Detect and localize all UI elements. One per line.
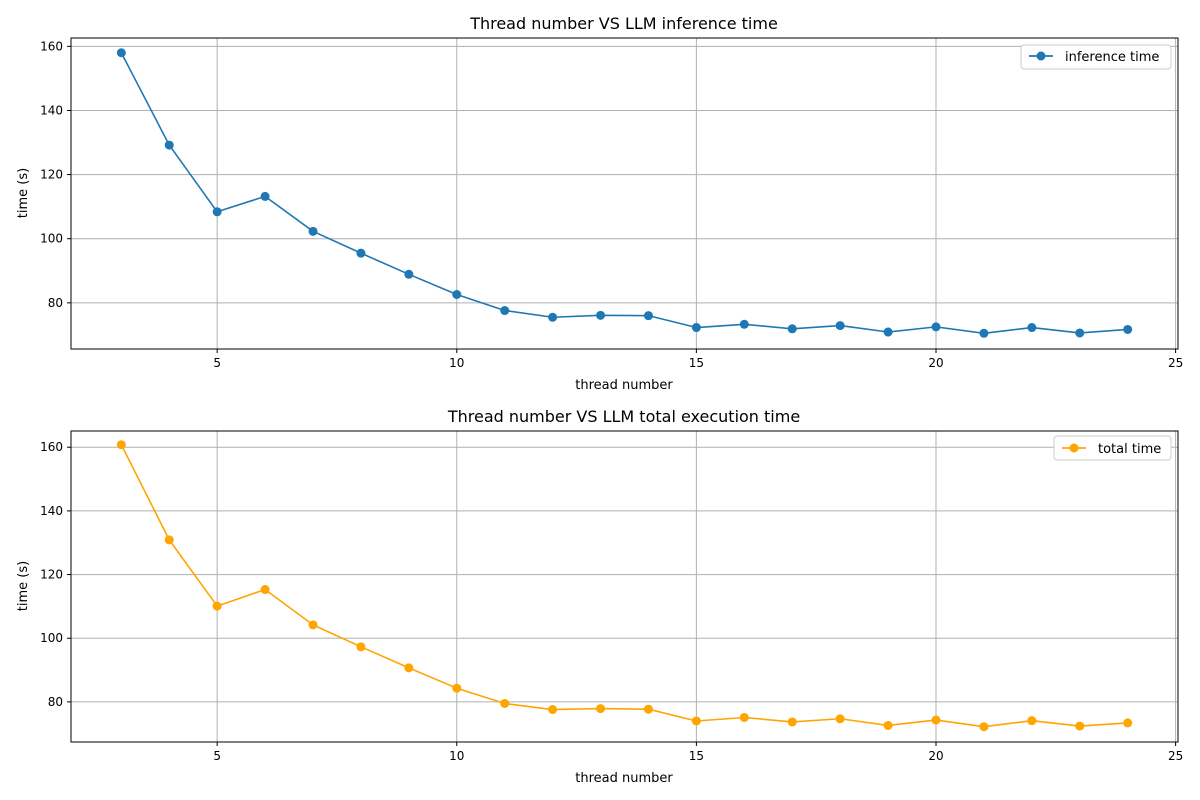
y-axis-label: time (s) [16,168,31,218]
y-tick-label: 100 [40,232,63,246]
data-point [404,269,414,279]
data-point [500,698,510,708]
data-point [883,327,893,337]
grid [71,431,1178,742]
data-point [308,226,318,236]
data-point [691,323,701,333]
data-point [883,720,893,730]
data-point [116,48,126,58]
data-point [643,311,653,321]
y-tick-label: 160 [40,39,63,53]
data-point [260,585,270,595]
data-point [931,322,941,332]
data-point [979,722,989,732]
legend-label: inference time [1065,50,1159,65]
data-point [787,717,797,727]
legend: total time [1053,435,1172,461]
legend-box [1020,44,1172,70]
series-line [120,52,1128,335]
data-point [787,324,797,334]
ticks: 5 10 15 20 25 80 100 120 140 160 [40,440,1183,763]
chart-inference-time: Thread number VS LLM inference time thre… [16,14,1183,393]
x-tick-label: 10 [449,356,464,370]
x-tick-label: 10 [449,749,464,763]
y-axis-label: time (s) [16,561,31,611]
data-point [739,319,749,329]
data-point [356,642,366,652]
data-point [548,705,558,715]
chart-title: Thread number VS LLM total execution tim… [447,407,800,426]
legend-label: total time [1098,442,1161,457]
y-tick-label: 140 [40,103,63,117]
data-point [500,306,510,316]
x-tick-label: 15 [689,749,704,763]
data-point [1075,721,1085,731]
data-point [835,321,845,331]
data-point [260,191,270,201]
data-point [596,704,606,714]
data-point [164,535,174,545]
data-point [1027,716,1037,726]
y-tick-label: 100 [40,631,63,645]
x-tick-label: 20 [928,749,943,763]
data-point [404,663,414,673]
data-point [643,704,653,714]
y-tick-label: 80 [48,695,63,709]
y-tick-label: 120 [40,568,63,582]
data-point [1075,328,1085,338]
y-tick-label: 140 [40,504,63,518]
data-point [739,712,749,722]
data-point [548,312,558,322]
data-point [212,601,222,611]
series-layer [116,48,1133,338]
series-line [120,444,1128,728]
chart-total-time: Thread number VS LLM total execution tim… [16,407,1183,786]
data-point [835,714,845,724]
data-point [452,683,462,693]
data-point [164,140,174,150]
data-point [596,310,606,320]
x-tick-label: 5 [213,749,221,763]
data-point [452,289,462,299]
data-point [931,715,941,725]
x-axis-label: thread number [575,771,673,786]
grid [71,38,1178,349]
data-point [1123,324,1133,334]
data-point [116,440,126,450]
data-point [308,620,318,630]
legend: inference time [1020,44,1172,70]
ticks: 5 10 15 20 25 80 100 120 140 160 [40,39,1183,370]
series-layer [116,440,1133,732]
data-point [691,716,701,726]
y-tick-label: 160 [40,440,63,454]
plot-frame [70,430,1179,743]
x-tick-label: 25 [1168,356,1183,370]
x-axis-label: thread number [575,378,673,393]
data-point [979,328,989,338]
data-point [356,248,366,258]
plot-frame [70,37,1179,350]
legend-marker [1069,443,1079,453]
legend-marker [1036,51,1046,61]
x-tick-label: 25 [1168,749,1183,763]
chart-title: Thread number VS LLM inference time [469,14,778,33]
data-point [1123,718,1133,728]
data-point [212,207,222,217]
legend-box [1053,435,1172,461]
data-point [1027,323,1037,333]
x-tick-label: 5 [213,356,221,370]
x-tick-label: 15 [689,356,704,370]
y-tick-label: 80 [48,296,63,310]
y-tick-label: 120 [40,168,63,182]
x-tick-label: 20 [928,356,943,370]
